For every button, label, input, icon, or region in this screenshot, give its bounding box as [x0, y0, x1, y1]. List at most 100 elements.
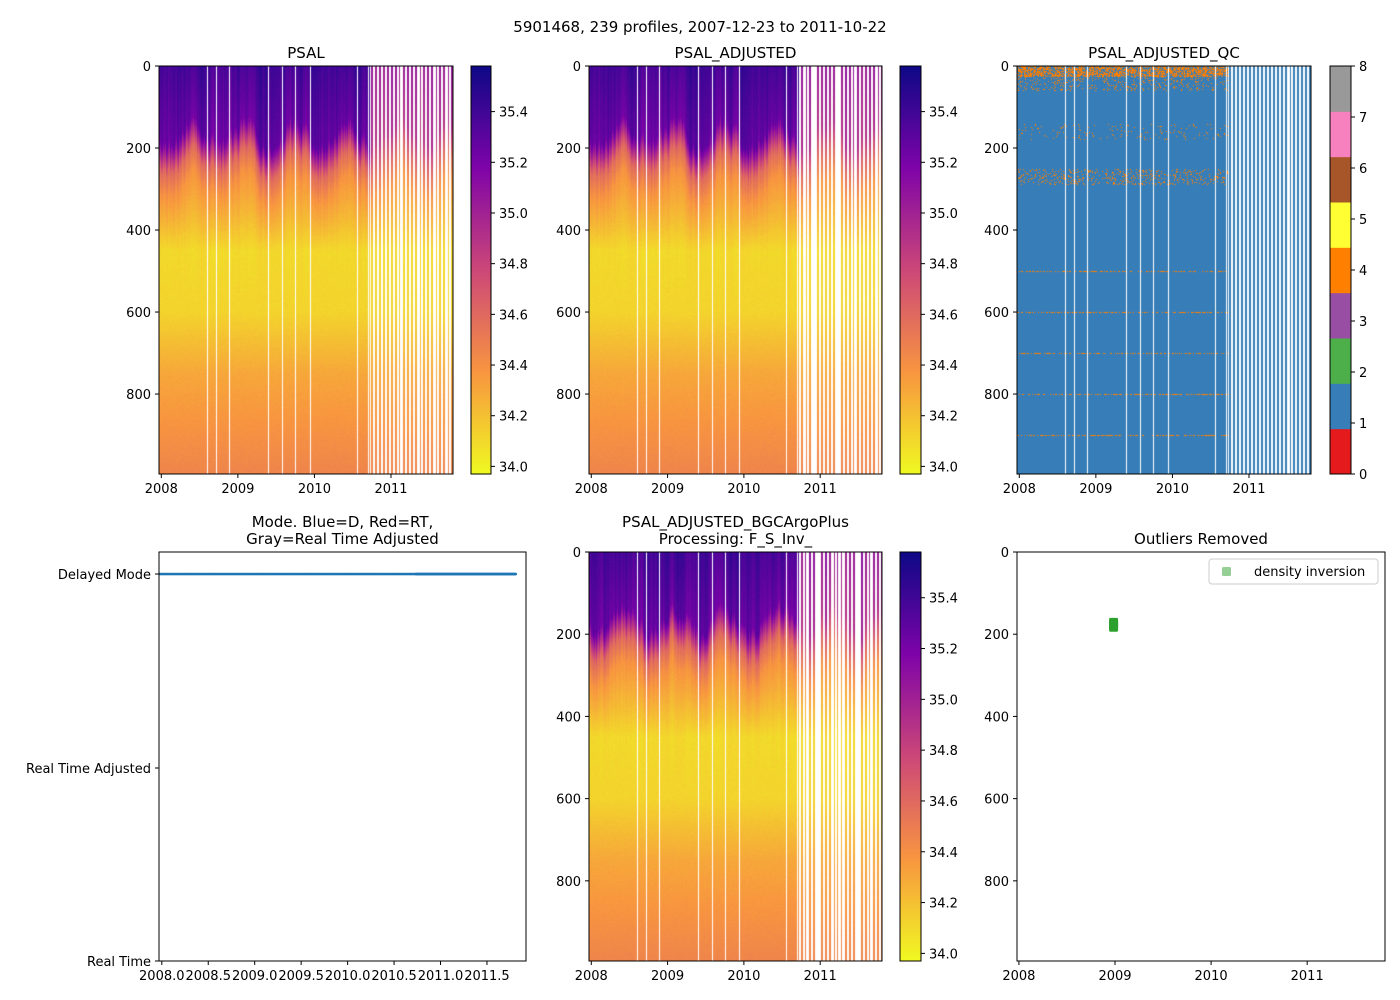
legend-box [1208, 558, 1379, 585]
y-tick-label: 800 [126, 388, 151, 403]
y-tick-label: 800 [984, 875, 1009, 890]
x-tick-label: 2011 [804, 969, 837, 984]
x-tick-label: 2008 [145, 482, 178, 497]
y-tick-label: 200 [556, 142, 581, 157]
colorbar-tick-label: 8 [1359, 60, 1367, 75]
panel-mode: 2008.0 2008.5 2009.0 2009.5 2010.0 2010.5 2011… [26, 513, 527, 984]
colorbar-segment-3 [1330, 292, 1351, 339]
heatmap-psal [159, 66, 453, 474]
y-tick-label: 600 [984, 793, 1009, 808]
x-tick-label: 2010 [298, 482, 331, 497]
x-tick-label: 2009 [221, 482, 254, 497]
colorbar-tick-label: 34.4 [499, 359, 528, 374]
axes-frame [588, 551, 883, 962]
x-tick-label: 2010.5 [371, 969, 417, 984]
colorbar-tick-label: 34.8 [929, 744, 958, 759]
axes-frame [1016, 551, 1386, 962]
x-tick-label: 2008 [1003, 482, 1036, 497]
y-tick-label: 400 [984, 710, 1009, 725]
colorbar-tick-label: 35.2 [929, 156, 958, 171]
x-tick-label: 2009 [1079, 482, 1112, 497]
x-tick-label: 2011 [1232, 482, 1265, 497]
colorbar-tick-label: 2 [1359, 366, 1367, 381]
colorbar-tick-label: 35.4 [929, 106, 958, 121]
colorbar-segment-0 [1330, 428, 1351, 475]
colorbar-tick-label: 34.4 [929, 359, 958, 374]
legend-marker [1222, 567, 1231, 576]
outlier-point [1109, 622, 1119, 632]
panel-psal_adj: 2008 2009 2010 2011 0 200 400 600 800 PSAL_ADJUST… [556, 44, 958, 497]
x-tick-label: 2010.0 [325, 969, 371, 984]
panel-bgc: 2008 2009 2010 2011 0 200 400 600 800 PSAL_ADJUST… [556, 513, 958, 984]
colorbar-tick-label: 35.4 [929, 592, 958, 607]
colorbar-tick-label: 34.6 [499, 308, 528, 323]
colorbar-segment-2 [1330, 338, 1351, 384]
y-tick-label: 600 [556, 306, 581, 321]
x-tick-label: 2009 [1098, 969, 1131, 984]
colorbar-tick-label: 34.2 [929, 897, 958, 912]
y-tick-label: 0 [1001, 546, 1009, 561]
x-tick-label: 2011 [804, 482, 837, 497]
colorbar [900, 66, 921, 474]
y-tick-label: 200 [984, 628, 1009, 643]
colorbar-tick-label: 34.0 [929, 947, 958, 962]
x-tick-label: 2011.5 [464, 969, 510, 984]
x-tick-label: 2008 [1002, 969, 1035, 984]
colorbar-tick-label: 35.4 [499, 106, 528, 121]
colorbar-tick-label: 34.8 [499, 258, 528, 273]
y-tick-label: Real Time [87, 955, 151, 970]
panel-psal: 2008 2009 2010 2011 0 200 400 600 800 PSAL 34.0 34.… [126, 44, 528, 497]
colorbar-tick-label: 34.6 [929, 795, 958, 810]
colorbar-tick-label: 35.2 [929, 643, 958, 658]
x-tick-label: 2011 [1291, 969, 1324, 984]
x-tick-label: 2011 [374, 482, 407, 497]
colorbar-segment-6 [1330, 156, 1351, 203]
colorbar-frame [470, 65, 492, 475]
colorbar-tick-label: 34.8 [929, 258, 958, 273]
colorbar-tick-label: 5 [1359, 213, 1367, 228]
mode-point [514, 572, 518, 576]
colorbar-tick-label: 34.6 [929, 308, 958, 323]
x-tick-label: 2010 [727, 969, 760, 984]
panel-title: Mode. Blue=D, Red=RT, [252, 513, 434, 531]
colorbar-tick-label: 35.2 [499, 156, 528, 171]
y-tick-label: 600 [984, 306, 1009, 321]
colorbar-segment-1 [1330, 383, 1351, 430]
heatmap-psal_adj_qc [1017, 66, 1311, 474]
y-tick-label: 200 [984, 142, 1009, 157]
colorbar-tick-label: 34.0 [499, 460, 528, 475]
x-tick-label: 2010 [1156, 482, 1189, 497]
y-tick-label: 400 [126, 224, 151, 239]
colorbar-tick-label: 4 [1359, 264, 1367, 279]
x-tick-label: 2008 [575, 969, 608, 984]
colorbar-tick-label: 35.0 [929, 693, 958, 708]
axes-frame [158, 551, 527, 962]
y-tick-label: 0 [573, 60, 581, 75]
panel-title: Outliers Removed [1134, 530, 1268, 548]
x-tick-label: 2008.5 [185, 969, 231, 984]
panel-title: PSAL_ADJUSTED_BGCArgoPlus [622, 513, 849, 532]
panel-title: PSAL_ADJUSTED_QC [1088, 44, 1240, 63]
panel-title: Processing: F_S_Inv_ [659, 530, 813, 549]
colorbar-tick-label: 35.0 [929, 207, 958, 222]
colorbar-frame [899, 65, 922, 475]
y-tick-label: 0 [573, 546, 581, 561]
x-tick-label: 2008 [575, 482, 608, 497]
colorbar [900, 552, 921, 961]
x-tick-label: 2009 [651, 482, 684, 497]
colorbar-tick-label: 6 [1359, 162, 1367, 177]
y-tick-label: 0 [143, 60, 151, 75]
legend: density inversion [1208, 558, 1379, 585]
x-tick-label: 2010 [1195, 969, 1228, 984]
panel-title: Gray=Real Time Adjusted [246, 530, 439, 548]
y-tick-label: 400 [984, 224, 1009, 239]
colorbar-tick-label: 34.2 [499, 410, 528, 425]
y-tick-label: 200 [126, 142, 151, 157]
colorbar-tick-label: 0 [1359, 468, 1367, 483]
figure-title: 5901468, 239 profiles, 2007-12-23 to 201… [513, 18, 886, 36]
x-tick-label: 2009.0 [232, 969, 278, 984]
panel-psal_adj_qc: 2008 2009 2010 2011 0 200 400 600 800 PSAL_ADJUST… [984, 44, 1367, 497]
x-tick-label: 2008.0 [139, 969, 185, 984]
colorbar-tick-label: 34.4 [929, 846, 958, 861]
